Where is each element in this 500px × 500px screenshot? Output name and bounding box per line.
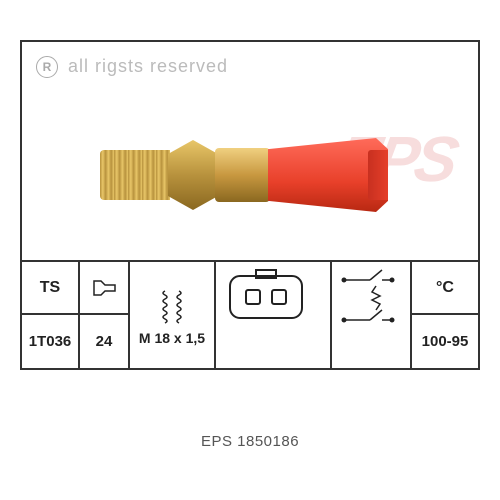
connector-icon (216, 262, 316, 368)
spec-col-temp: °C 100-95 (412, 262, 478, 368)
temp-value: 100-95 (412, 315, 478, 368)
product-frame: R all rigsts reserved EPS TS 1T036 24 (20, 40, 480, 370)
ts-value: 1T036 (22, 315, 78, 368)
spec-table: TS 1T036 24 M 18 x 1,5 (22, 260, 478, 368)
ts-label: TS (22, 262, 78, 315)
spec-col-ts: TS 1T036 (22, 262, 80, 368)
spec-col-circuit (332, 262, 412, 368)
product-caption: EPS 1850186 (0, 433, 500, 450)
connector-part (268, 138, 388, 212)
wrench-value: 24 (80, 315, 128, 368)
body-part (215, 148, 270, 202)
registered-icon: R (36, 56, 58, 78)
spec-col-thread: M 18 x 1,5 (130, 262, 216, 368)
thread-value: M 18 x 1,5 (139, 330, 205, 346)
sensor-illustration (100, 120, 400, 230)
product-image-area (22, 90, 478, 260)
spec-col-connector (216, 262, 332, 368)
circuit-icon (332, 262, 402, 368)
wrench-icon (80, 262, 128, 315)
hex-nut-part (168, 140, 218, 210)
watermark-text: all rigsts reserved (68, 56, 228, 77)
thread-part (100, 150, 170, 200)
spec-col-wrench: 24 (80, 262, 130, 368)
temp-label: °C (412, 262, 478, 315)
thread-icon (157, 284, 187, 330)
